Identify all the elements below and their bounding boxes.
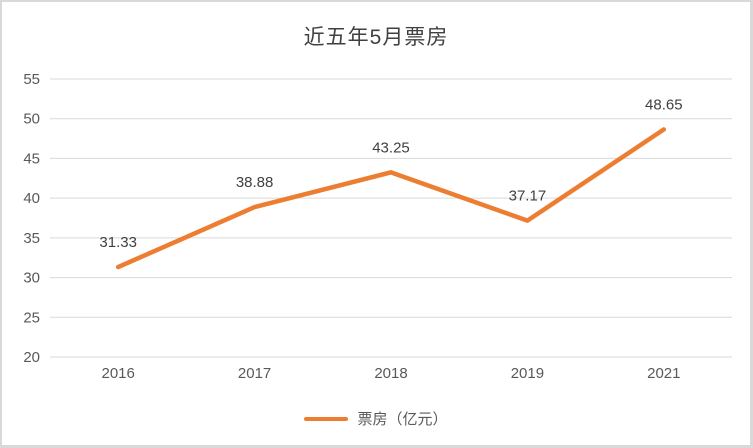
y-axis-tick-label: 20 xyxy=(23,349,40,366)
legend-line-swatch xyxy=(304,416,349,421)
y-axis-tick-label: 50 xyxy=(23,111,40,128)
x-axis-category-label: 2017 xyxy=(238,365,271,382)
legend: 票房（亿元） xyxy=(2,408,750,429)
x-axis-category-label: 2019 xyxy=(511,365,544,382)
y-axis-tick-label: 40 xyxy=(23,190,40,207)
x-axis-category-label: 2021 xyxy=(647,365,680,382)
series-line xyxy=(115,127,667,270)
data-point-label: 43.25 xyxy=(372,139,410,156)
y-axis-tick-label: 30 xyxy=(23,270,40,287)
y-axis-tick-label: 55 xyxy=(23,71,40,88)
data-point-label: 31.33 xyxy=(99,234,137,251)
data-point-label: 38.88 xyxy=(236,174,274,191)
x-axis-category-label: 2016 xyxy=(102,365,135,382)
data-point-label: 37.17 xyxy=(509,188,547,205)
y-axis-tick-label: 45 xyxy=(23,150,40,167)
y-axis-tick-label: 25 xyxy=(23,309,40,326)
legend-series-label: 票房（亿元） xyxy=(357,411,448,428)
chart-title: 近五年5月票房 xyxy=(303,26,449,49)
data-point-label: 48.65 xyxy=(645,96,683,113)
x-axis-category-label: 2018 xyxy=(374,365,407,382)
y-axis-tick-label: 35 xyxy=(23,230,40,247)
